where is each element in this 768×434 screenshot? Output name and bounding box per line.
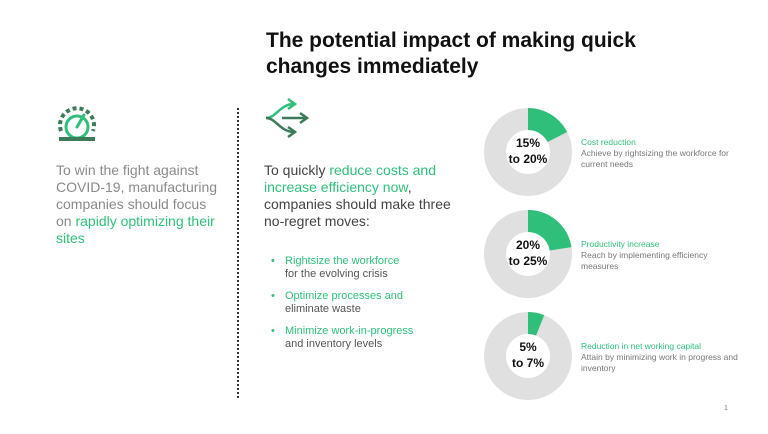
metric-productivity: Productivity increase Reach by implement… bbox=[581, 239, 741, 272]
metric-desc: Reach by implementing efficiency measure… bbox=[581, 250, 708, 271]
donut-fill bbox=[527, 312, 545, 336]
donut-label-cost: 15% to 20% bbox=[508, 136, 548, 166]
metric-cost: Cost reduction Achieve by rightsizing th… bbox=[581, 137, 741, 170]
donut-label-productivity: 20% to 25% bbox=[508, 238, 548, 268]
middle-statement: To quickly reduce costs and increase eff… bbox=[264, 162, 464, 230]
bullet-highlight: Minimize work-in-progress bbox=[285, 325, 414, 337]
vertical-divider bbox=[237, 108, 239, 398]
metric-desc: Achieve by rightsizing the workforce for… bbox=[581, 148, 729, 169]
middle-lead-end: , companies should make three no-regret … bbox=[264, 179, 451, 229]
bullet-rest: for the evolving crisis bbox=[285, 268, 388, 280]
metric-working-capital: Reduction in net working capital Attain … bbox=[581, 341, 741, 374]
page-number: 1 bbox=[724, 405, 728, 412]
page-title: The potential impact of making quick cha… bbox=[266, 29, 636, 78]
metric-desc: Attain by minimizing work in progress an… bbox=[581, 352, 738, 373]
metric-title: Productivity increase bbox=[581, 239, 660, 249]
list-item: Rightsize the workforce for the evolving… bbox=[268, 255, 468, 281]
metric-title: Reduction in net working capital bbox=[581, 341, 702, 351]
donut-chart-working-capital bbox=[484, 312, 572, 400]
bullet-highlight: Rightsize the workforce bbox=[285, 255, 400, 267]
donut-fill bbox=[527, 210, 572, 252]
donut-chart-cost bbox=[484, 108, 572, 196]
donut-label-working-capital: 5% to 7% bbox=[511, 340, 544, 370]
split-arrows-icon bbox=[265, 98, 310, 138]
bullet-rest: eliminate waste bbox=[285, 303, 361, 315]
bullet-highlight: Optimize processes and bbox=[285, 290, 403, 302]
moves-list: Rightsize the workforce for the evolving… bbox=[268, 255, 468, 360]
left-intro: To win the fight against COVID-19, manuf… bbox=[56, 162, 218, 229]
middle-lead-highlight: reduce costs and increase efficiency now bbox=[264, 162, 436, 195]
donut-chart-productivity bbox=[484, 210, 572, 298]
left-statement: To win the fight against COVID-19, manuf… bbox=[56, 162, 224, 247]
list-item: Optimize processes and eliminate waste bbox=[268, 290, 468, 316]
list-item: Minimize work-in-progress and inventory … bbox=[268, 325, 468, 351]
middle-lead-start: To quickly bbox=[264, 162, 330, 178]
donut-fill bbox=[527, 108, 568, 143]
metric-title: Cost reduction bbox=[581, 137, 636, 147]
gear-gauge-icon bbox=[58, 106, 96, 141]
bullet-rest: and inventory levels bbox=[285, 338, 383, 350]
left-highlight: rapidly optimizing their sites bbox=[56, 213, 215, 246]
